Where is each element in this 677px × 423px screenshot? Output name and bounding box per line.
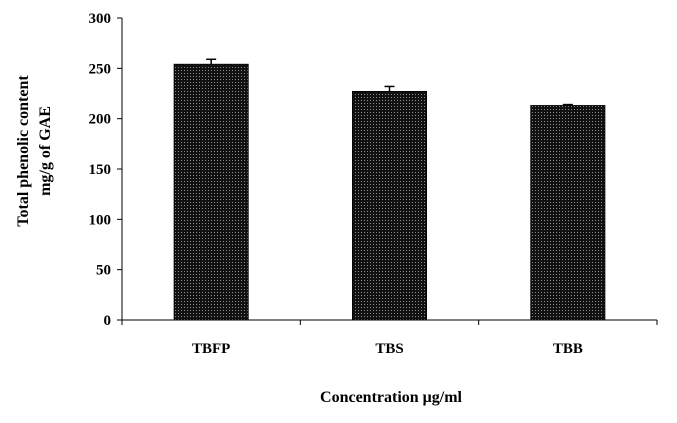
x-axis-title: Concentration μg/ml bbox=[320, 389, 463, 406]
bar-tbb bbox=[530, 105, 606, 321]
y-axis-title-line2: mg/g of GAE bbox=[37, 106, 54, 196]
x-tick-label-tbb: TBB bbox=[553, 341, 583, 357]
y-tick-label: 50 bbox=[96, 263, 111, 279]
bar-tbs bbox=[352, 90, 427, 321]
bars bbox=[173, 58, 606, 321]
y-tick-label: 200 bbox=[89, 112, 112, 128]
y-axis-title-line1: Total phenolic content bbox=[15, 75, 32, 227]
bar-tbfp bbox=[173, 63, 249, 321]
x-axis-ticks: TBFP TBS TBB bbox=[121, 320, 658, 357]
x-tick-label-tbs: TBS bbox=[375, 341, 403, 357]
y-tick-label: 0 bbox=[104, 313, 112, 329]
y-tick-label: 250 bbox=[89, 61, 112, 77]
y-tick-label: 100 bbox=[89, 212, 112, 228]
y-axis-ticks: 0 50 100 150 200 250 300 bbox=[89, 11, 122, 329]
y-tick-label: 150 bbox=[89, 162, 112, 178]
y-tick-label: 300 bbox=[89, 11, 112, 27]
x-tick-label-tbfp: TBFP bbox=[192, 341, 230, 357]
